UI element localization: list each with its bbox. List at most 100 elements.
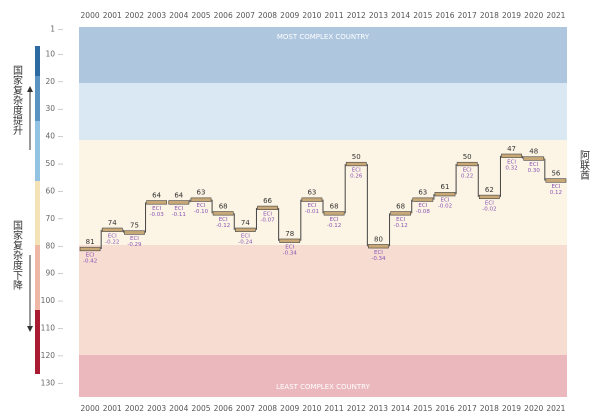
x-tick-label: 2015 [413, 11, 432, 20]
eci-caption: ECI [263, 211, 272, 217]
band [79, 83, 567, 140]
band [79, 27, 567, 83]
rank-bar [124, 230, 145, 235]
y-tick-label: 1 [50, 25, 55, 34]
eci-caption: ECI [529, 162, 538, 168]
x-tick-label: 2017 [458, 11, 477, 20]
y-tick-label: 70 [45, 214, 55, 223]
eci-caption: ECI [330, 217, 339, 223]
rank-bar [523, 156, 545, 161]
rank-bar [456, 161, 478, 167]
rank-label: 68 [219, 202, 228, 210]
arrow-head [27, 326, 33, 332]
eci-caption: ECI [174, 206, 183, 212]
eci-label: 0.30 [528, 168, 541, 174]
top-label: MOST COMPLEX COUNTRY [277, 33, 370, 41]
x-tick-label: 2019 [502, 11, 521, 20]
rank-label: 64 [152, 191, 161, 199]
x-tick-label: 2001 [103, 404, 122, 413]
x-tick-label: 2002 [125, 404, 144, 413]
eci-caption: ECI [463, 168, 472, 174]
rank-label: 47 [507, 145, 516, 153]
bottom-label: LEAST COMPLEX COUNTRY [276, 383, 371, 391]
eci-caption: ECI [307, 203, 316, 209]
x-tick-label: 2002 [125, 11, 144, 20]
scale-seg [35, 46, 40, 76]
rank-label: 63 [197, 189, 206, 197]
rank-label: 68 [330, 202, 339, 210]
y-tick-label: 30 [45, 104, 55, 113]
rank-bar [190, 197, 212, 202]
rank-bar [434, 192, 456, 197]
country-label: 阿联酋 [578, 150, 590, 181]
scale-seg [35, 76, 40, 121]
eci-label: -0.11 [172, 212, 186, 218]
band [79, 355, 567, 397]
x-tick-label: 2013 [369, 11, 388, 20]
eci-caption: ECI [507, 159, 516, 165]
y-tick-label: 120 [41, 351, 56, 360]
x-tick-label: 2006 [214, 11, 233, 20]
y-tick-label: 100 [41, 296, 56, 305]
rank-bar [301, 197, 323, 202]
x-tick-label: 2021 [546, 404, 565, 413]
eci-label: 0.22 [461, 174, 473, 180]
background-bands [79, 27, 567, 397]
x-tick-label: 2017 [458, 404, 477, 413]
eci-label: -0.29 [127, 242, 142, 248]
rank-label: 66 [263, 197, 272, 205]
x-tick-label: 2011 [325, 404, 344, 413]
eci-caption: ECI [374, 250, 383, 256]
x-tick-label: 2018 [480, 11, 499, 20]
rank-label: 63 [418, 189, 427, 197]
x-tick-label: 2005 [191, 404, 210, 413]
up-label: 国家复杂度提升 [11, 65, 23, 136]
eci-caption: ECI [152, 206, 161, 212]
x-tick-label: 2019 [502, 404, 521, 413]
eci-caption: ECI [485, 200, 494, 206]
x-tick-label: 2014 [391, 11, 410, 20]
eci-label: -0.34 [371, 256, 386, 262]
x-tick-label: 2012 [347, 11, 366, 20]
y-tick-label: 40 [45, 132, 55, 141]
rank-bar [168, 200, 190, 205]
x-tick-label: 2016 [435, 404, 454, 413]
eci-label: 0.32 [505, 165, 517, 171]
eci-label: -0.12 [216, 223, 230, 229]
eci-label: -0.12 [394, 223, 408, 229]
rank-label: 74 [241, 219, 250, 227]
x-tick-label: 2006 [214, 404, 233, 413]
rank-bar [478, 194, 500, 200]
x-tick-label: 2010 [302, 404, 321, 413]
eci-caption: ECI [86, 253, 95, 259]
eci-caption: ECI [285, 244, 294, 250]
scale-seg [35, 310, 40, 374]
rank-bar [323, 211, 345, 216]
eci-caption: ECI [197, 203, 206, 209]
eci-label: -0.10 [194, 209, 209, 215]
x-tick-label: 2001 [103, 11, 122, 20]
y-tick-label: 20 [45, 77, 55, 86]
rank-label: 50 [463, 153, 472, 161]
rank-label: 48 [529, 148, 538, 156]
x-tick-label: 2020 [524, 404, 543, 413]
x-tick-label: 2021 [546, 11, 565, 20]
eci-label: 0.26 [350, 174, 363, 180]
eci-caption: ECI [418, 203, 427, 209]
x-tick-label: 2000 [81, 11, 100, 20]
rank-bar [345, 161, 367, 167]
x-tick-label: 2012 [347, 404, 366, 413]
eci-label: -0.12 [327, 223, 341, 229]
eci-caption: ECI [130, 236, 139, 242]
down-label: 国家复杂度下降 [11, 220, 23, 291]
eci-label: -0.01 [305, 209, 319, 215]
rank-label: 74 [108, 219, 117, 227]
x-tick-label: 2005 [191, 11, 210, 20]
scale-seg [35, 121, 40, 181]
eci-caption: ECI [441, 198, 450, 204]
band [79, 245, 567, 355]
x-tick-label: 2009 [280, 404, 299, 413]
x-tick-label: 2003 [147, 11, 166, 20]
y-tick-label: 110 [41, 323, 56, 332]
rank-bar [79, 246, 101, 252]
